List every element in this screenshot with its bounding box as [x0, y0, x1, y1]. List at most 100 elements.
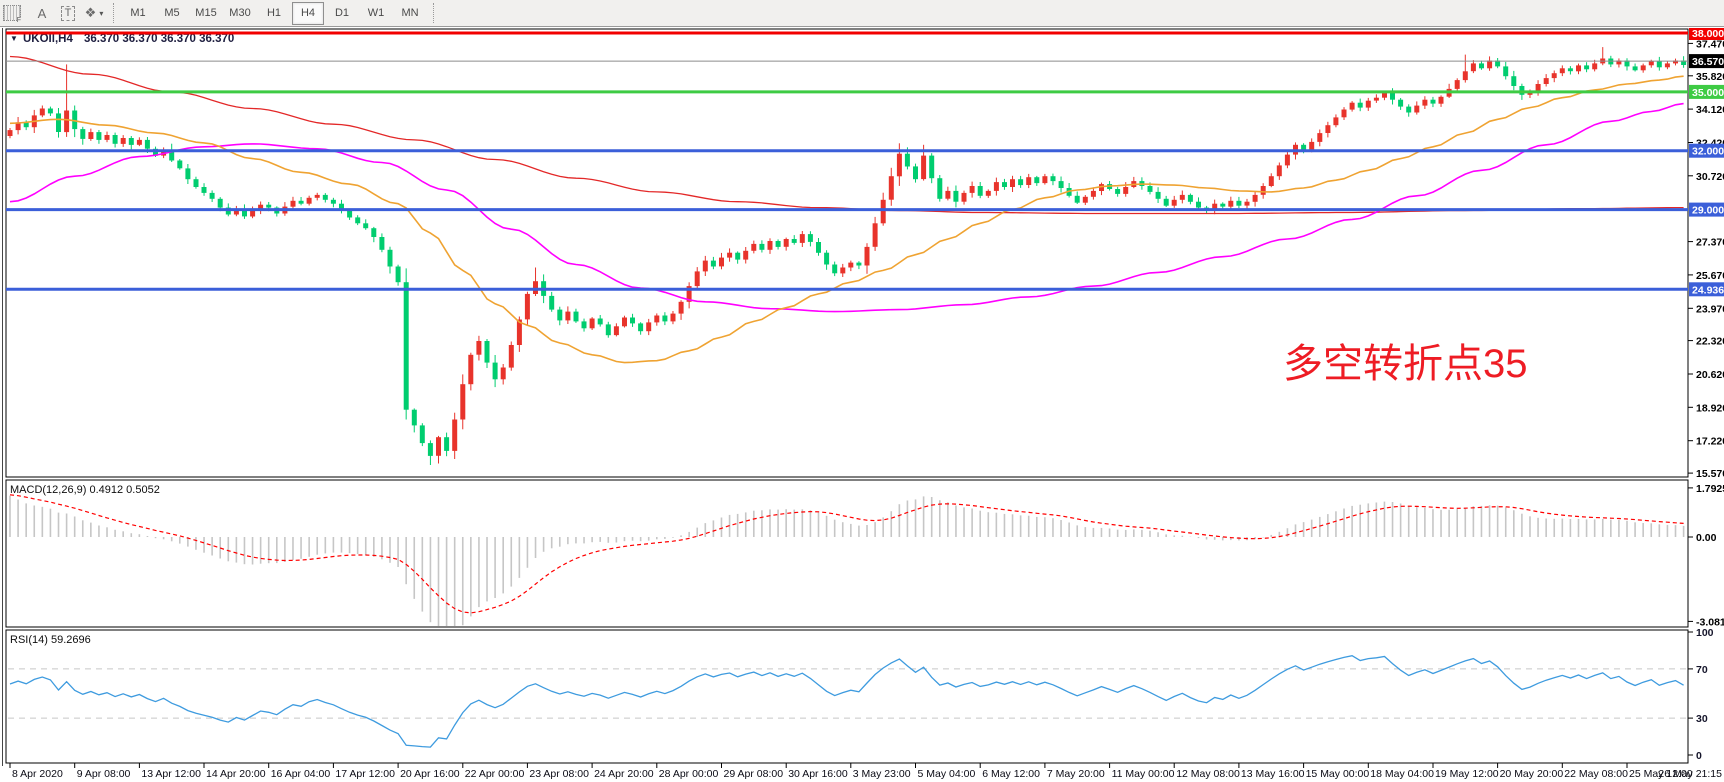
macd-panel	[5, 479, 1689, 628]
candle-bear	[1301, 144, 1307, 150]
candle-bull	[993, 182, 999, 191]
price-badge-36.570	[1689, 54, 1724, 69]
price-badge-24.936	[1689, 282, 1724, 297]
timeframe-button-H1[interactable]: H1	[266, 7, 282, 19]
candle-bull	[1276, 165, 1282, 177]
rsi-panel	[5, 629, 1689, 764]
chart-symbol-title[interactable]: UKOIl,H4	[23, 33, 73, 45]
toolbar-separator	[113, 3, 115, 23]
candle-bear	[1074, 195, 1080, 203]
timeframe-button-W1[interactable]: W1	[367, 7, 385, 19]
candle-bull	[136, 139, 142, 145]
candle-bull	[533, 281, 538, 294]
candle-bull	[654, 315, 660, 323]
candle-bear	[484, 341, 490, 363]
candle-bull	[1664, 63, 1670, 68]
cursor-tools-button-icon[interactable]: ❖ ▾	[84, 5, 104, 20]
candle-bull	[104, 135, 110, 140]
candle-bull	[1212, 203, 1218, 211]
candle-bear	[153, 148, 158, 156]
symbol-dropdown-icon[interactable]: ▼	[10, 34, 18, 43]
candle-bull	[1373, 97, 1379, 101]
candle-bear	[904, 153, 910, 167]
candle-bear	[1196, 201, 1201, 208]
candle-bear	[1479, 63, 1484, 69]
timeframe-button-M1[interactable]: M1	[130, 7, 146, 19]
candle-bull	[120, 138, 126, 144]
candle-bull	[1462, 71, 1468, 81]
price-badge-29.000	[1689, 202, 1724, 217]
time-axis-label: 14 Apr 20:00	[206, 768, 266, 780]
candle-bear	[1155, 191, 1161, 199]
candle-bull	[646, 322, 652, 332]
candle-bear	[1656, 61, 1662, 68]
candle-bull	[250, 210, 256, 217]
candle-bear	[1430, 99, 1436, 104]
candle-bull	[719, 257, 724, 267]
candle-bull	[1470, 63, 1476, 72]
candle-bull	[880, 199, 886, 224]
candle-bull	[64, 110, 70, 133]
annotation-text[interactable]: 多空转折点35	[1283, 342, 1528, 386]
time-axis-label: 8 Apr 2020	[12, 768, 63, 780]
price-axis-label: 22.320	[1696, 336, 1724, 348]
ma-line-ma-fast-orange	[9, 75, 1684, 364]
candle-bear	[937, 178, 943, 199]
timeframe-button-H4[interactable]: H4	[292, 1, 324, 25]
candle-bear	[1503, 66, 1509, 77]
candle-bull	[1551, 73, 1557, 79]
main-panel	[5, 28, 1689, 478]
candle-bull	[921, 155, 927, 180]
candle-bear	[638, 323, 644, 332]
timeframe-button-D1[interactable]: D1	[334, 7, 350, 19]
candle-bull	[88, 132, 94, 139]
candle-bear	[72, 110, 78, 130]
candle-bear	[201, 187, 207, 193]
timeframe-button-MN[interactable]: MN	[401, 7, 419, 19]
timeframe-button-M5[interactable]: M5	[164, 7, 180, 19]
candle-bull	[1252, 194, 1258, 202]
candle-bull	[1640, 65, 1646, 71]
dropdown-caret-icon[interactable]: ▾	[99, 8, 104, 18]
toolbar: F A T ❖ ▾ M1 M5 M15 M30 H1 H4 D1 W1 MN	[0, 0, 1724, 27]
text-label-button-icon[interactable]: A	[37, 5, 47, 21]
candle-bull	[1309, 141, 1315, 150]
time-axis-label: 13 May 16:00	[1241, 768, 1305, 780]
candle-bull	[751, 243, 757, 251]
candle-bear	[169, 149, 175, 161]
candle-bear	[913, 166, 918, 180]
candle-bear	[816, 242, 821, 253]
candle-bear	[1390, 92, 1395, 100]
toolbar-separator	[433, 3, 435, 23]
candle-bull	[1349, 102, 1355, 110]
candle-bear	[977, 186, 983, 196]
timeframe-button-M15[interactable]: M15	[195, 7, 217, 19]
price-badge-label: 38.000	[1692, 28, 1724, 40]
candle-bull	[1535, 84, 1541, 91]
candle-bear	[929, 155, 935, 179]
candle-bear	[209, 192, 215, 199]
candle-bear	[807, 234, 813, 242]
candle-bear	[330, 199, 336, 204]
time-axis-label: 6 May 12:00	[982, 768, 1040, 780]
candle-bear	[573, 311, 579, 322]
textbox-button-icon[interactable]: T	[55, 2, 81, 24]
candle-bear	[1567, 68, 1573, 72]
time-axis-label: 28 Apr 00:00	[659, 768, 719, 780]
candle-bull	[1179, 194, 1185, 200]
timeframe-button-M30[interactable]: M30	[229, 7, 251, 19]
candle-bull	[969, 186, 975, 193]
price-badge-label: 35.000	[1692, 87, 1724, 99]
candle-bear	[395, 266, 401, 283]
candle-bear	[1681, 60, 1687, 65]
candle-bear	[298, 200, 304, 204]
candle-bear	[1034, 177, 1040, 184]
time-axis-label: 23 Apr 08:00	[529, 768, 589, 780]
candle-bull	[1260, 186, 1266, 195]
toolbar-handle-icon[interactable]: F	[3, 5, 21, 24]
candle-bear	[557, 309, 563, 321]
candle-bear	[363, 223, 369, 229]
candle-bull	[436, 437, 441, 456]
time-axis-label: 9 Apr 08:00	[77, 768, 131, 780]
candle-bull	[1487, 60, 1493, 69]
